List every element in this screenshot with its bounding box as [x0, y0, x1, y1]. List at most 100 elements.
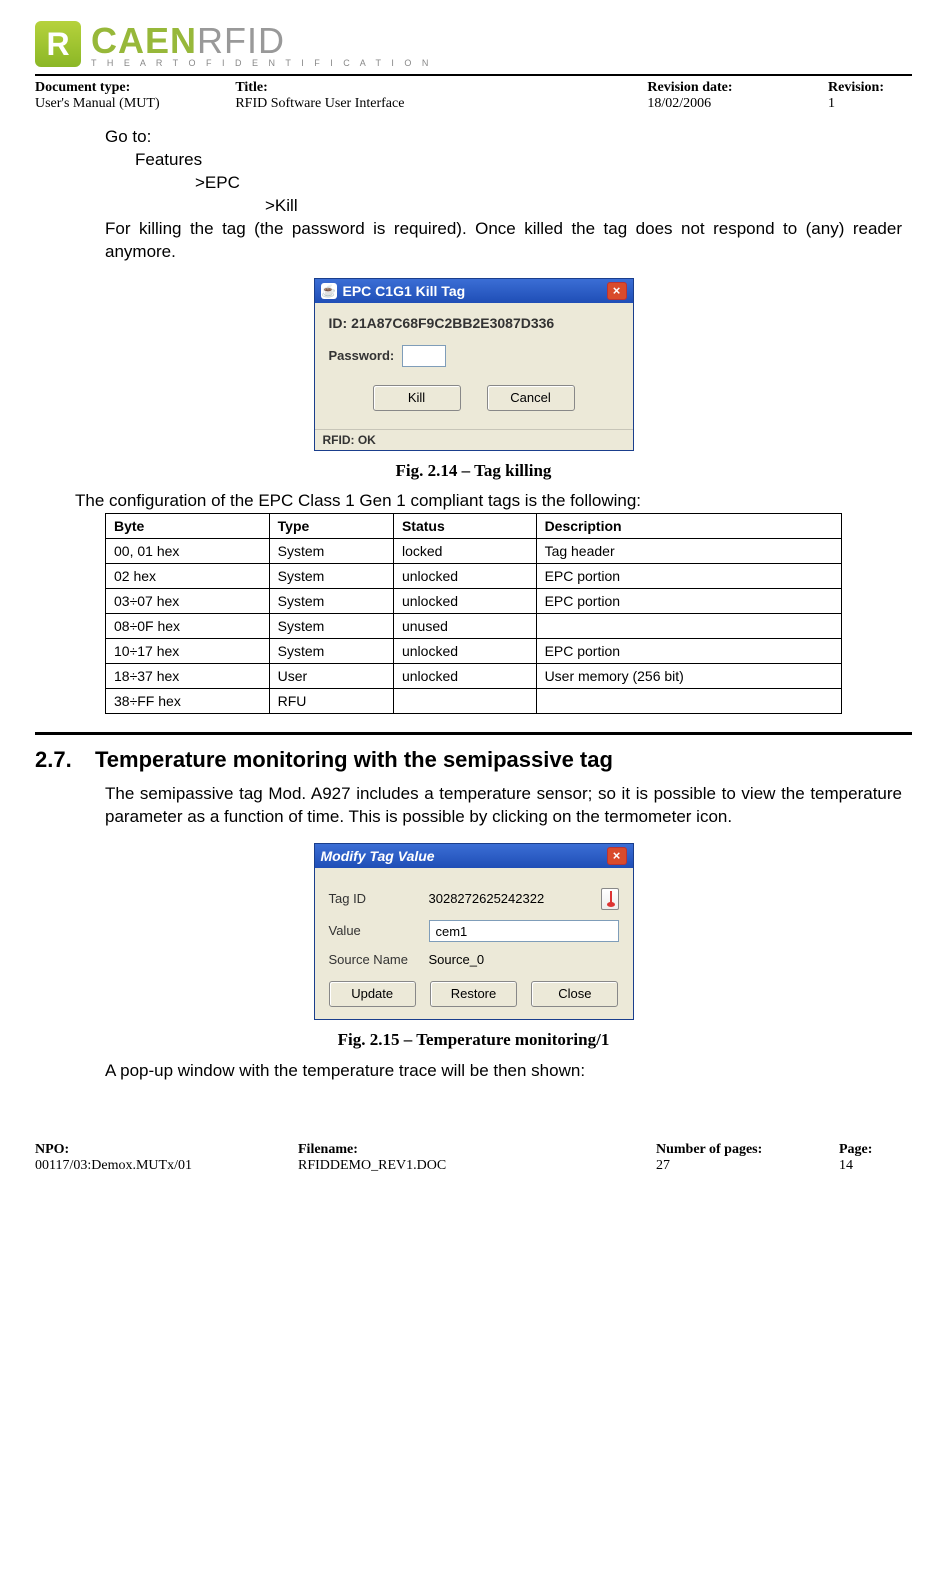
nav-goto: Go to:	[105, 126, 902, 149]
table-row: 03÷07 hexSystemunlockedEPC portion	[106, 588, 842, 613]
nav-kill: >Kill	[105, 195, 902, 218]
section-rule	[35, 732, 912, 735]
logo-text-main: CAEN	[91, 20, 197, 61]
figure-caption-2: Fig. 2.15 – Temperature monitoring/1	[35, 1030, 912, 1050]
numpages-label: Number of pages:	[656, 1142, 811, 1158]
table-row: 38÷FF hexRFU	[106, 688, 842, 713]
table-cell: unlocked	[393, 663, 536, 688]
sourcename-label: Source Name	[329, 952, 421, 967]
kill-tag-dialog: ☕ EPC C1G1 Kill Tag × ID: 21A87C68F9C2BB…	[314, 278, 634, 451]
update-button[interactable]: Update	[329, 981, 416, 1007]
rev-value: 1	[828, 96, 884, 112]
modify-tag-dialog: Modify Tag Value × Tag ID 30282726252423…	[314, 843, 634, 1020]
table-header: Description	[536, 513, 841, 538]
doc-footer: NPO: 00117/03:Demox.MUTx/01 Filename: RF…	[35, 1142, 912, 1174]
numpages-value: 27	[656, 1158, 811, 1174]
kill-dialog-title: EPC C1G1 Kill Tag	[343, 283, 607, 299]
thermometer-icon[interactable]	[601, 888, 619, 910]
title-label: Title:	[235, 80, 619, 96]
section-title: Temperature monitoring with the semipass…	[95, 747, 613, 772]
nav-epc: >EPC	[105, 172, 902, 195]
doctype-label: Document type:	[35, 80, 207, 96]
table-cell: unlocked	[393, 563, 536, 588]
table-row: 02 hexSystemunlockedEPC portion	[106, 563, 842, 588]
table-cell: System	[269, 638, 393, 663]
close-icon[interactable]: ×	[607, 282, 627, 300]
table-row: 10÷17 hexSystemunlockedEPC portion	[106, 638, 842, 663]
revdate-value: 18/02/2006	[647, 96, 800, 112]
close-icon[interactable]: ×	[607, 847, 627, 865]
table-cell: EPC portion	[536, 638, 841, 663]
table-cell: Tag header	[536, 538, 841, 563]
para-temperature: The semipassive tag Mod. A927 includes a…	[105, 783, 902, 829]
kill-status-bar: RFID: OK	[315, 429, 633, 450]
para-kill: For killing the tag (the password is req…	[105, 218, 902, 264]
filename-value: RFIDDEMO_REV1.DOC	[298, 1158, 628, 1174]
table-cell: 10÷17 hex	[106, 638, 270, 663]
nav-features: Features	[105, 149, 902, 172]
table-row: 18÷37 hexUserunlockedUser memory (256 bi…	[106, 663, 842, 688]
tagid-value: 3028272625242322	[429, 891, 593, 906]
table-cell: System	[269, 588, 393, 613]
section-heading-27: 2.7.Temperature monitoring with the semi…	[35, 747, 912, 773]
figure-caption-1: Fig. 2.14 – Tag killing	[35, 461, 912, 481]
kill-id-line: ID: 21A87C68F9C2BB2E3087D336	[329, 315, 619, 331]
logo-tagline: T H E A R T O F I D E N T I F I C A T I …	[91, 58, 432, 68]
restore-button[interactable]: Restore	[430, 981, 517, 1007]
doc-header: Document type: User's Manual (MUT) Title…	[35, 80, 912, 112]
doctype-value: User's Manual (MUT)	[35, 96, 207, 112]
cancel-button[interactable]: Cancel	[487, 385, 575, 411]
table-cell: unlocked	[393, 588, 536, 613]
logo-text-block: CAENRFID T H E A R T O F I D E N T I F I…	[91, 20, 432, 68]
table-cell: EPC portion	[536, 588, 841, 613]
epc-config-table: ByteTypeStatusDescription 00, 01 hexSyst…	[105, 513, 842, 714]
table-cell: 03÷07 hex	[106, 588, 270, 613]
table-cell	[393, 688, 536, 713]
revdate-label: Revision date:	[647, 80, 800, 96]
table-intro: The configuration of the EPC Class 1 Gen…	[75, 491, 902, 511]
table-cell: User	[269, 663, 393, 688]
section-number: 2.7.	[35, 747, 95, 773]
npo-label: NPO:	[35, 1142, 270, 1158]
rev-label: Revision:	[828, 80, 884, 96]
table-row: 08÷0F hexSystemunused	[106, 613, 842, 638]
modify-dialog-titlebar: Modify Tag Value ×	[315, 844, 633, 868]
kill-button[interactable]: Kill	[373, 385, 461, 411]
table-cell: 08÷0F hex	[106, 613, 270, 638]
modify-dialog-title: Modify Tag Value	[321, 848, 607, 864]
java-icon: ☕	[321, 283, 337, 299]
password-input[interactable]	[402, 345, 446, 367]
table-row: 00, 01 hexSystemlockedTag header	[106, 538, 842, 563]
close-button[interactable]: Close	[531, 981, 618, 1007]
logo-badge: R	[35, 21, 81, 67]
npo-value: 00117/03:Demox.MUTx/01	[35, 1158, 270, 1174]
table-cell: RFU	[269, 688, 393, 713]
kill-id-label: ID:	[329, 315, 348, 331]
page-value: 14	[839, 1158, 872, 1174]
table-header: Status	[393, 513, 536, 538]
table-cell: System	[269, 613, 393, 638]
table-cell: 02 hex	[106, 563, 270, 588]
table-header: Type	[269, 513, 393, 538]
table-cell	[536, 613, 841, 638]
table-cell: locked	[393, 538, 536, 563]
filename-label: Filename:	[298, 1142, 628, 1158]
para-popup: A pop-up window with the temperature tra…	[105, 1060, 902, 1083]
table-header: Byte	[106, 513, 270, 538]
table-cell: System	[269, 538, 393, 563]
table-cell	[536, 688, 841, 713]
table-cell: 38÷FF hex	[106, 688, 270, 713]
logo-text-sub: RFID	[197, 20, 285, 61]
password-label: Password:	[329, 348, 395, 363]
kill-id-value: 21A87C68F9C2BB2E3087D336	[351, 315, 554, 331]
logo-header: R CAENRFID T H E A R T O F I D E N T I F…	[35, 20, 912, 76]
sourcename-value: Source_0	[429, 952, 619, 967]
table-cell: 00, 01 hex	[106, 538, 270, 563]
table-cell: unlocked	[393, 638, 536, 663]
value-input[interactable]: cem1	[429, 920, 619, 942]
value-label: Value	[329, 923, 421, 938]
table-cell: 18÷37 hex	[106, 663, 270, 688]
table-cell: unused	[393, 613, 536, 638]
kill-dialog-titlebar: ☕ EPC C1G1 Kill Tag ×	[315, 279, 633, 303]
tagid-label: Tag ID	[329, 891, 421, 906]
